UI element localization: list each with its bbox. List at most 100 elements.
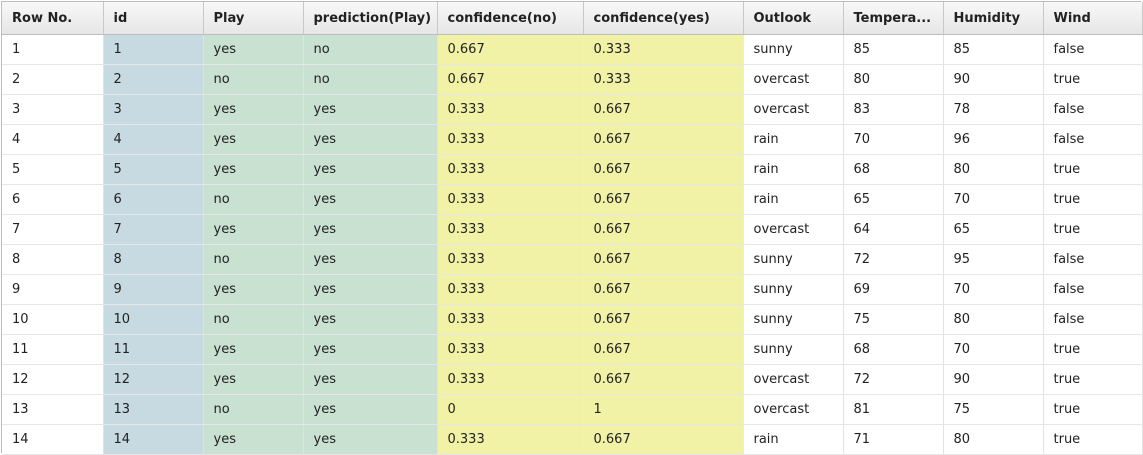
column-header-prediction-play[interactable]: prediction(Play) (303, 2, 438, 35)
cell-play: yes (203, 124, 304, 155)
cell-wind: true (1043, 424, 1143, 455)
column-header-id[interactable]: id (103, 2, 204, 35)
cell-confidence-no: 0.333 (437, 94, 584, 125)
cell-play: no (203, 184, 304, 215)
cell-confidence-yes: 0.667 (583, 364, 744, 395)
cell-humidity: 65 (943, 214, 1044, 245)
cell-row-no: 6 (2, 184, 104, 215)
cell-confidence-no: 0.333 (437, 124, 584, 155)
cell-prediction-play: no (303, 64, 438, 95)
cell-humidity: 85 (943, 34, 1044, 65)
table-row[interactable]: 8 8 no yes 0.333 0.667 sunny 72 95 false (2, 244, 1143, 275)
cell-outlook: overcast (743, 364, 844, 395)
cell-id: 5 (103, 154, 204, 185)
table-row[interactable]: 2 2 no no 0.667 0.333 overcast 80 90 true (2, 64, 1143, 95)
cell-prediction-play: yes (303, 274, 438, 305)
cell-row-no: 4 (2, 124, 104, 155)
cell-outlook: overcast (743, 64, 844, 95)
cell-prediction-play: yes (303, 244, 438, 275)
cell-humidity: 78 (943, 94, 1044, 125)
cell-row-no: 12 (2, 364, 104, 395)
cell-confidence-yes: 0.667 (583, 424, 744, 455)
cell-confidence-no: 0.667 (437, 34, 584, 65)
cell-temperature: 71 (843, 424, 944, 455)
column-header-play[interactable]: Play (203, 2, 304, 35)
column-header-confidence-no[interactable]: confidence(no) (437, 2, 584, 35)
cell-temperature: 69 (843, 274, 944, 305)
cell-play: yes (203, 274, 304, 305)
cell-confidence-no: 0.333 (437, 364, 584, 395)
cell-outlook: overcast (743, 394, 844, 425)
table-row[interactable]: 10 10 no yes 0.333 0.667 sunny 75 80 false (2, 304, 1143, 335)
table-row[interactable]: 5 5 yes yes 0.333 0.667 rain 68 80 true (2, 154, 1143, 185)
table-row[interactable]: 6 6 no yes 0.333 0.667 rain 65 70 true (2, 184, 1143, 215)
cell-temperature: 80 (843, 64, 944, 95)
cell-humidity: 90 (943, 364, 1044, 395)
cell-prediction-play: yes (303, 364, 438, 395)
table-row[interactable]: 11 11 yes yes 0.333 0.667 sunny 68 70 true (2, 334, 1143, 365)
cell-confidence-yes: 0.667 (583, 94, 744, 125)
cell-row-no: 1 (2, 34, 104, 65)
cell-id: 14 (103, 424, 204, 455)
column-header-wind[interactable]: Wind (1043, 2, 1143, 35)
column-header-humidity[interactable]: Humidity (943, 2, 1044, 35)
cell-confidence-no: 0.333 (437, 154, 584, 185)
table-row[interactable]: 9 9 yes yes 0.333 0.667 sunny 69 70 false (2, 274, 1143, 305)
cell-id: 1 (103, 34, 204, 65)
cell-outlook: rain (743, 424, 844, 455)
cell-wind: true (1043, 154, 1143, 185)
cell-prediction-play: yes (303, 214, 438, 245)
cell-outlook: sunny (743, 304, 844, 335)
cell-wind: false (1043, 124, 1143, 155)
cell-outlook: rain (743, 124, 844, 155)
cell-outlook: sunny (743, 34, 844, 65)
cell-confidence-no: 0 (437, 394, 584, 425)
cell-outlook: overcast (743, 94, 844, 125)
cell-humidity: 75 (943, 394, 1044, 425)
cell-prediction-play: no (303, 34, 438, 65)
cell-humidity: 70 (943, 184, 1044, 215)
cell-confidence-yes: 0.667 (583, 334, 744, 365)
column-header-confidence-yes[interactable]: confidence(yes) (583, 2, 744, 35)
table-row[interactable]: 13 13 no yes 0 1 overcast 81 75 true (2, 394, 1143, 425)
cell-play: no (203, 304, 304, 335)
cell-outlook: sunny (743, 274, 844, 305)
cell-play: yes (203, 34, 304, 65)
cell-wind: true (1043, 334, 1143, 365)
table-row[interactable]: 3 3 yes yes 0.333 0.667 overcast 83 78 false (2, 94, 1143, 125)
cell-prediction-play: yes (303, 94, 438, 125)
cell-confidence-no: 0.333 (437, 304, 584, 335)
table-header-row: Row No. id Play prediction(Play) confide… (2, 2, 1143, 35)
cell-play: yes (203, 424, 304, 455)
cell-confidence-yes: 1 (583, 394, 744, 425)
cell-humidity: 70 (943, 334, 1044, 365)
column-header-row-no[interactable]: Row No. (2, 2, 104, 35)
table-row[interactable]: 14 14 yes yes 0.333 0.667 rain 71 80 true (2, 424, 1143, 455)
cell-wind: true (1043, 64, 1143, 95)
cell-temperature: 75 (843, 304, 944, 335)
cell-id: 6 (103, 184, 204, 215)
cell-confidence-no: 0.333 (437, 334, 584, 365)
cell-wind: false (1043, 304, 1143, 335)
cell-row-no: 14 (2, 424, 104, 455)
cell-id: 13 (103, 394, 204, 425)
cell-row-no: 11 (2, 334, 104, 365)
cell-prediction-play: yes (303, 184, 438, 215)
cell-id: 8 (103, 244, 204, 275)
table-row[interactable]: 4 4 yes yes 0.333 0.667 rain 70 96 false (2, 124, 1143, 155)
table-row[interactable]: 1 1 yes no 0.667 0.333 sunny 85 85 false (2, 34, 1143, 65)
cell-temperature: 64 (843, 214, 944, 245)
cell-id: 10 (103, 304, 204, 335)
cell-play: no (203, 244, 304, 275)
cell-temperature: 72 (843, 364, 944, 395)
cell-play: yes (203, 94, 304, 125)
cell-id: 2 (103, 64, 204, 95)
cell-humidity: 95 (943, 244, 1044, 275)
cell-wind: false (1043, 94, 1143, 125)
column-header-temperature[interactable]: Tempera... (843, 2, 944, 35)
column-header-outlook[interactable]: Outlook (743, 2, 844, 35)
table-row[interactable]: 7 7 yes yes 0.333 0.667 overcast 64 65 true (2, 214, 1143, 245)
cell-id: 11 (103, 334, 204, 365)
cell-prediction-play: yes (303, 124, 438, 155)
table-row[interactable]: 12 12 yes yes 0.333 0.667 overcast 72 90 true (2, 364, 1143, 395)
